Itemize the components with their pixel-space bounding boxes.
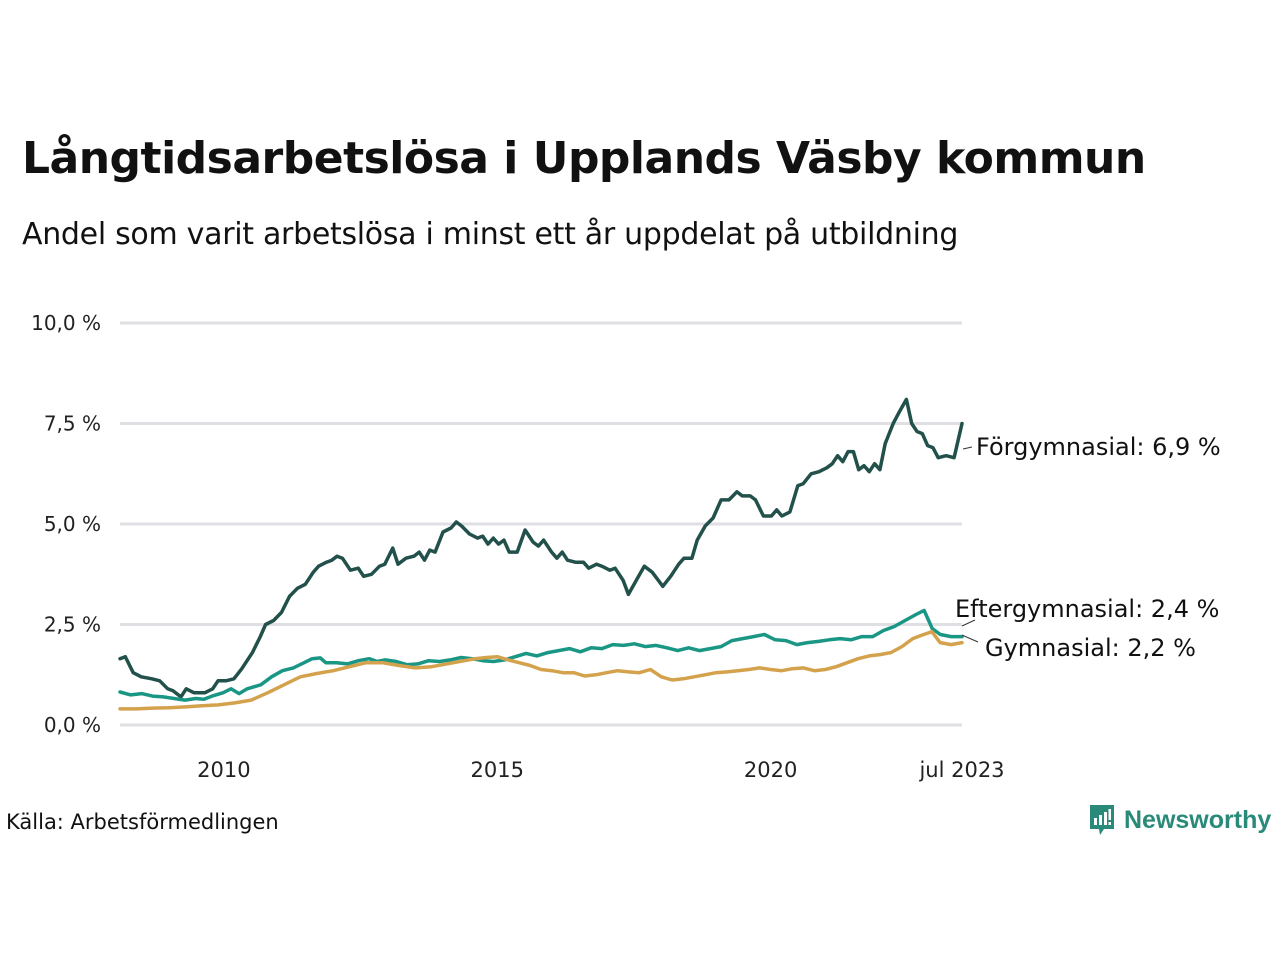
series-line-förgymnasial	[118, 397, 964, 699]
x-axis-ticks: 2010 2015 2020 jul 2023	[197, 758, 1004, 782]
newsworthy-logo-icon	[1090, 805, 1114, 835]
y-tick-label: 0,0 %	[44, 713, 101, 737]
y-tick-label: 5,0 %	[44, 512, 101, 536]
x-tick-label: jul 2023	[918, 758, 1004, 782]
x-tick-label: 2015	[471, 758, 524, 782]
source-note: Källa: Arbetsförmedlingen	[6, 810, 279, 834]
end-label: Gymnasial: 2,2 %	[985, 634, 1196, 662]
chart-subtitle: Andel som varit arbetslösa i minst ett å…	[22, 217, 959, 252]
end-label: Förgymnasial: 6,9 %	[976, 433, 1221, 461]
end-label: Eftergymnasial: 2,4 %	[955, 595, 1219, 623]
series-lines	[118, 397, 964, 711]
chart-title: Långtidsarbetslösa i Upplands Väsby komm…	[22, 133, 1146, 184]
label-connector	[962, 446, 973, 450]
end-labels: Förgymnasial: 6,9 % Eftergymnasial: 2,4 %…	[955, 433, 1221, 662]
label-connector	[961, 634, 979, 643]
y-axis-ticks: 0,0 % 2,5 % 5,0 % 7,5 % 10,0 %	[31, 311, 101, 737]
x-tick-label: 2020	[744, 758, 797, 782]
gridlines	[120, 321, 962, 727]
x-tick-label: 2010	[197, 758, 250, 782]
label-connector	[961, 619, 976, 627]
brand-name: Newsworthy	[1124, 805, 1272, 834]
series-line-eftergymnasial	[118, 608, 964, 702]
y-tick-label: 10,0 %	[31, 311, 101, 335]
y-tick-label: 2,5 %	[44, 613, 101, 637]
y-tick-label: 7,5 %	[44, 412, 101, 436]
series-line-gymnasial	[118, 629, 964, 711]
brand-logo: Newsworthy	[1088, 803, 1271, 837]
